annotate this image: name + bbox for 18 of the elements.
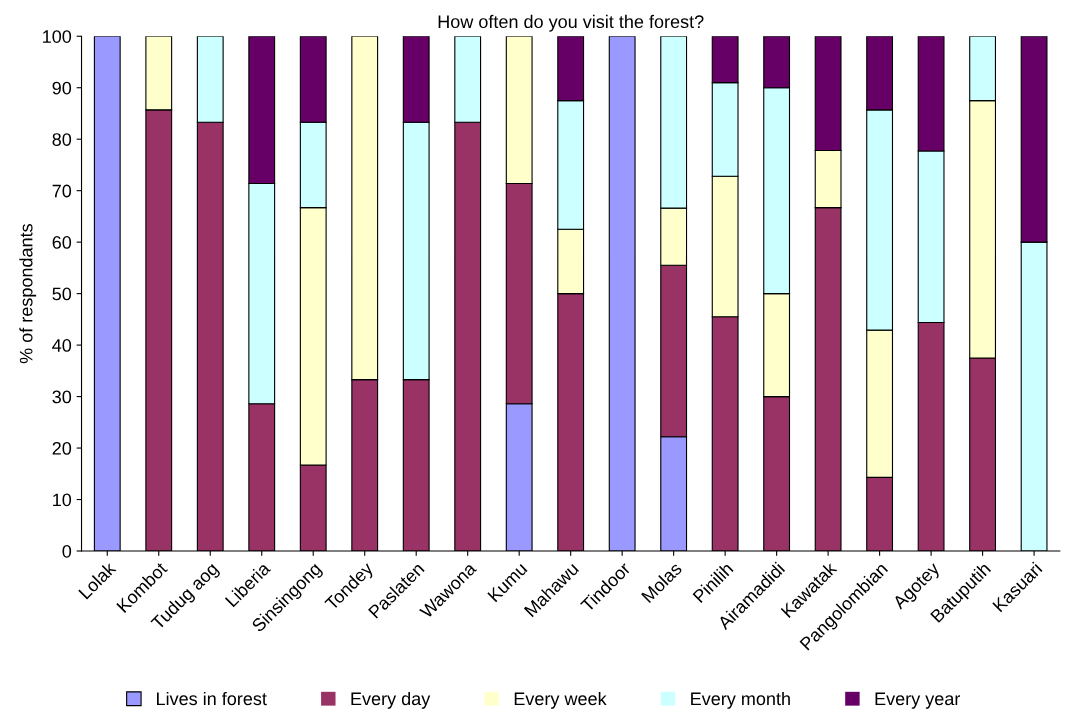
- y-tick-label: 40: [52, 339, 72, 352]
- legend-label: Every week: [514, 691, 607, 709]
- y-axis-title: % of respondants: [19, 224, 37, 364]
- y-tick-label: 10: [53, 493, 72, 507]
- y-tick-label: 30: [52, 390, 72, 404]
- y-tick-label: 70: [52, 184, 72, 198]
- legend-label: Every year: [875, 692, 961, 709]
- y-tick-label: 60: [52, 236, 72, 249]
- chart-title: How often do you visit the forest?: [438, 14, 704, 32]
- y-tick-label: 100: [43, 30, 72, 43]
- y-tick-label: 90: [52, 81, 72, 95]
- y-tick-label: 20: [52, 441, 72, 455]
- y-tick-label: 0: [62, 544, 72, 558]
- legend-label: Lives in forest: [157, 691, 267, 706]
- legend-label: Every month: [691, 691, 790, 709]
- y-tick-label: 50: [52, 287, 72, 301]
- legend-label: Every day: [351, 691, 431, 709]
- y-tick-label: 80: [52, 133, 72, 146]
